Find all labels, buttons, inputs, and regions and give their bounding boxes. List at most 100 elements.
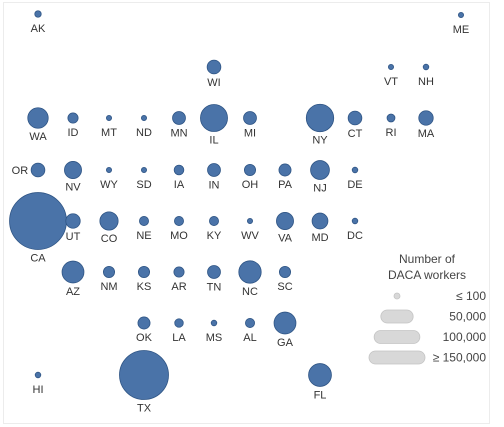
bubble-ms[interactable]	[210, 319, 218, 327]
legend-title-line-1: Number of	[399, 252, 456, 266]
bubble-de[interactable]	[351, 166, 359, 174]
bubble-ut[interactable]	[65, 213, 81, 229]
label-de: DE	[347, 179, 362, 191]
bubble-co[interactable]	[99, 211, 119, 231]
legend-label-2: 50,000	[449, 310, 486, 324]
bubble-nh[interactable]	[422, 63, 430, 71]
bubble-oh[interactable]	[243, 163, 256, 176]
bubble-ca[interactable]	[9, 192, 67, 250]
bubble-la[interactable]	[174, 318, 184, 328]
legend-swatch-4	[368, 350, 426, 365]
label-la: LA	[172, 332, 186, 344]
label-or: OR	[12, 165, 29, 177]
label-ri: RI	[386, 127, 397, 139]
bubble-ri[interactable]	[386, 113, 396, 123]
bubble-vt[interactable]	[387, 64, 394, 71]
label-ct: CT	[348, 128, 363, 140]
bubble-mt[interactable]	[106, 115, 113, 122]
legend-swatch-2	[380, 309, 414, 324]
label-nh: NH	[418, 76, 434, 88]
label-ca: CA	[30, 252, 46, 264]
label-sc: SC	[277, 281, 292, 293]
legend-label-3: 100,000	[443, 330, 487, 344]
bubble-wi[interactable]	[206, 59, 222, 75]
bubble-tx[interactable]	[119, 350, 169, 400]
label-me: ME	[453, 24, 470, 36]
label-tx: TX	[137, 403, 152, 415]
bubble-ok[interactable]	[137, 316, 151, 330]
size-legend: Number of DACA workers ≤ 100 50,000 100,00…	[368, 252, 487, 365]
bubble-va[interactable]	[276, 212, 294, 230]
bubble-al[interactable]	[245, 318, 255, 328]
label-oh: OH	[242, 179, 259, 191]
label-in: IN	[209, 179, 220, 191]
bubble-sd[interactable]	[140, 166, 147, 173]
bubble-tn[interactable]	[207, 265, 221, 279]
bubble-fl[interactable]	[308, 363, 332, 387]
bubble-nv[interactable]	[64, 161, 82, 179]
bubble-nm[interactable]	[103, 265, 116, 278]
bubble-nc[interactable]	[238, 260, 262, 284]
label-hi: HI	[33, 384, 44, 396]
bubble-il[interactable]	[200, 104, 228, 132]
bubble-mi[interactable]	[243, 111, 257, 125]
legend-label-4: ≥ 150,000	[433, 351, 487, 365]
label-ny: NY	[312, 135, 328, 147]
bubble-ne[interactable]	[139, 216, 149, 226]
bubble-ar[interactable]	[173, 266, 185, 278]
label-dc: DC	[347, 230, 363, 242]
bubble-me[interactable]	[457, 11, 464, 18]
bubble-ny[interactable]	[305, 103, 335, 133]
bubble-ct[interactable]	[347, 110, 363, 126]
bubble-dc[interactable]	[351, 217, 359, 225]
legend-swatch-1	[393, 292, 401, 300]
label-az: AZ	[66, 286, 80, 298]
bubble-ks[interactable]	[137, 265, 150, 278]
bubble-ga[interactable]	[273, 311, 297, 335]
label-tn: TN	[207, 281, 222, 293]
label-ne: NE	[136, 230, 151, 242]
label-va: VA	[278, 233, 293, 245]
bubble-id[interactable]	[67, 112, 79, 124]
chart-frame	[3, 2, 490, 424]
label-mi: MI	[244, 127, 256, 139]
bubble-nd[interactable]	[140, 115, 147, 122]
bubble-mo[interactable]	[174, 216, 184, 226]
label-mn: MN	[170, 127, 187, 139]
bubble-wa[interactable]	[27, 107, 49, 129]
bubble-ky[interactable]	[209, 216, 219, 226]
label-fl: FL	[314, 389, 327, 401]
bubble-pa[interactable]	[278, 163, 292, 177]
bubble-nj[interactable]	[310, 160, 330, 180]
label-co: CO	[101, 233, 118, 245]
bubble-az[interactable]	[61, 260, 85, 284]
bubble-wv[interactable]	[246, 217, 253, 224]
label-nv: NV	[65, 182, 81, 194]
label-wv: WV	[241, 230, 259, 242]
bubble-ia[interactable]	[173, 164, 185, 176]
label-wi: WI	[207, 77, 220, 89]
label-wa: WA	[29, 131, 47, 143]
label-ma: MA	[418, 128, 435, 140]
bubble-hi[interactable]	[34, 371, 42, 379]
label-mt: MT	[101, 127, 117, 139]
label-wy: WY	[100, 179, 118, 191]
label-nm: NM	[100, 281, 117, 293]
bubble-ak[interactable]	[34, 10, 42, 18]
legend-title-line-2: DACA workers	[388, 268, 466, 282]
bubble-ma[interactable]	[418, 110, 434, 126]
label-nd: ND	[136, 127, 152, 139]
label-nj: NJ	[313, 182, 326, 194]
bubble-mn[interactable]	[172, 111, 186, 125]
label-ks: KS	[137, 281, 152, 293]
bubble-sc[interactable]	[278, 265, 291, 278]
label-ga: GA	[277, 337, 294, 349]
bubble-in[interactable]	[207, 163, 221, 177]
bubble-or[interactable]	[30, 162, 46, 178]
label-al: AL	[243, 332, 256, 344]
bubble-wy[interactable]	[106, 166, 113, 173]
bubble-md[interactable]	[311, 212, 329, 230]
state-bubbles: AK ME WI VT NH WA ID MT ND MN IL MI NY CT RI MA OR NV WY SD…	[9, 10, 470, 415]
label-ak: AK	[31, 23, 46, 35]
